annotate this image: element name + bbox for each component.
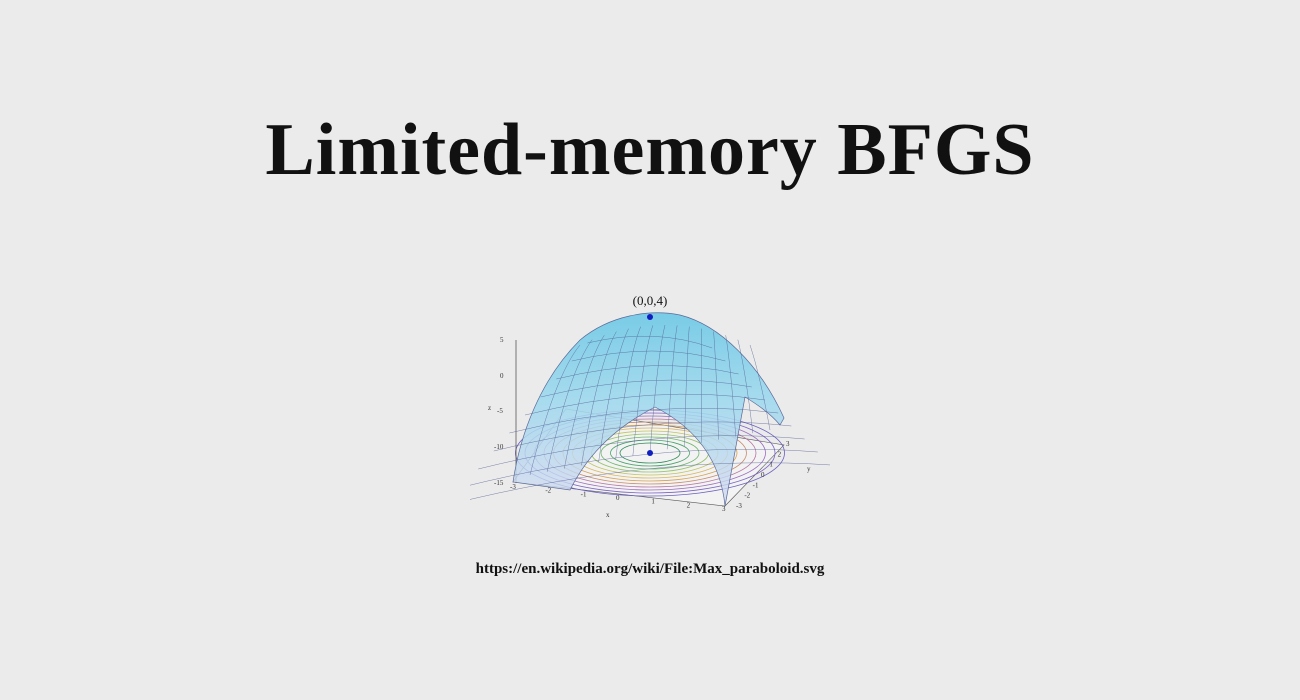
mesh-line [446, 462, 832, 506]
x-axis: x -3 -2 -1 0 1 2 3 [510, 483, 726, 519]
paraboloid-figure: z 5 0 -5 -10 -15 x -3 -2 -1 0 1 2 3 y -3 -2 -1 0 1… [446, 285, 832, 525]
mesh-line [509, 407, 779, 434]
maximum-point-label: (0,0,4) [633, 293, 668, 308]
mesh-line [564, 335, 605, 469]
paraboloid-surface [512, 312, 785, 507]
paraboloid-plot: z 5 0 -5 -10 -15 x -3 -2 -1 0 1 2 3 y -3-2-101… [446, 293, 832, 519]
mesh-line [493, 421, 792, 452]
mesh-line [587, 335, 713, 349]
contour-lines [515, 409, 785, 497]
y-tick-label: 2 [778, 450, 782, 458]
mesh-line [571, 350, 726, 362]
contour-ellipse [610, 439, 690, 467]
y-tick-label: -1 [753, 481, 759, 489]
x-tick-label: 2 [687, 501, 691, 509]
source-url: https://en.wikipedia.org/wiki/File:Max_p… [475, 561, 825, 577]
z-tick-label: -10 [494, 443, 504, 451]
z-tick-label: 5 [500, 336, 504, 344]
maximum-projection-point [647, 450, 653, 456]
mesh-line [725, 335, 736, 437]
mesh-line [529, 344, 581, 476]
x-tick-label: 1 [651, 498, 655, 506]
contour-ellipse [619, 442, 681, 464]
mesh-line [524, 393, 766, 416]
z-axis-label: z [488, 404, 491, 412]
maximum-point [647, 314, 653, 320]
x-tick-label: -2 [545, 487, 551, 495]
z-tick-label: 0 [500, 372, 504, 380]
mesh-line [478, 435, 805, 470]
y-tick-label: -3 [736, 502, 742, 510]
y-tick-label: 0 [761, 471, 765, 479]
y-tick-label: 1 [769, 461, 773, 469]
mesh-line [615, 326, 641, 459]
x-tick-label: -3 [510, 483, 516, 491]
contour-ellipse [600, 436, 700, 470]
y-tick-label: 3 [786, 440, 790, 448]
mesh-line [556, 365, 739, 380]
x-tick-label: 0 [616, 494, 620, 502]
mesh-line [546, 339, 593, 472]
mesh-line [737, 339, 754, 434]
x-axis-label: x [606, 511, 610, 519]
mesh-line [632, 325, 654, 456]
mesh-line [649, 324, 666, 453]
z-tick-label: -15 [494, 479, 504, 487]
mesh-line [540, 379, 752, 398]
mesh-line [598, 328, 629, 463]
x-tick-label: 3 [722, 505, 726, 513]
mesh-line [749, 344, 771, 431]
mesh-line [581, 331, 617, 466]
z-tick-label: -5 [497, 407, 503, 415]
surface-mesh [446, 324, 832, 506]
mesh-line [666, 325, 678, 450]
z-axis: z 5 0 -5 -10 -15 [488, 336, 517, 487]
y-axis-label: y [807, 465, 811, 473]
page-title: Limited-memory BFGS [265, 109, 1035, 191]
y-tick-label: -2 [744, 492, 750, 500]
mesh-line [684, 326, 690, 447]
x-tick-label: -1 [581, 490, 587, 498]
mesh-line [713, 331, 719, 440]
